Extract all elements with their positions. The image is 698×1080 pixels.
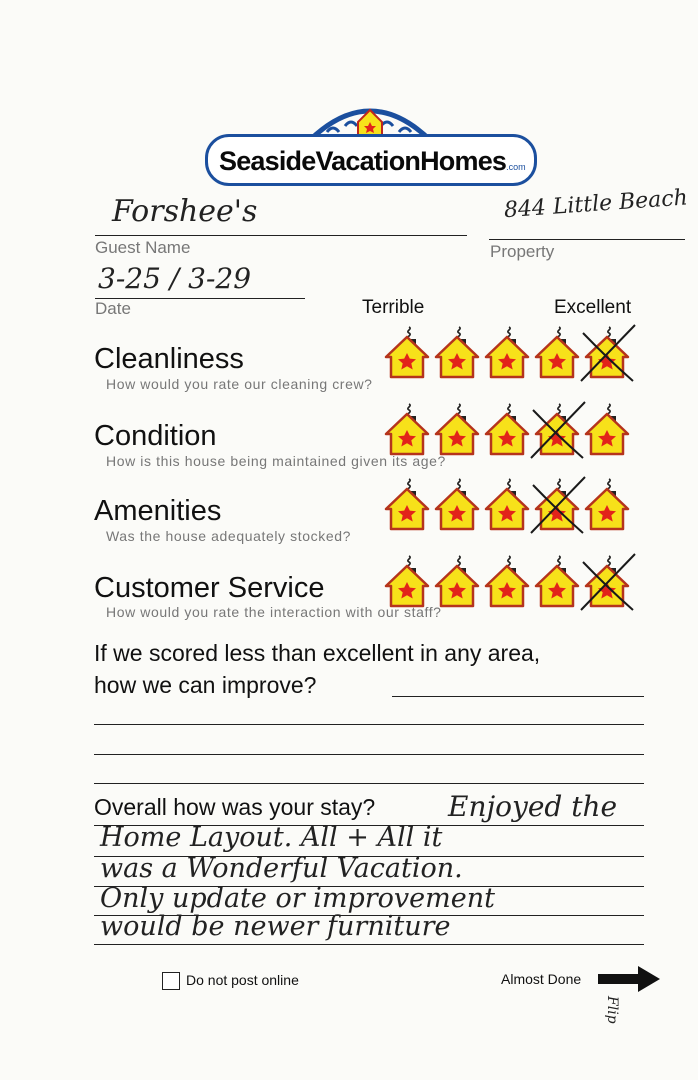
rating-house-icon[interactable] xyxy=(383,477,431,531)
guest-name-value: Forshee's xyxy=(112,194,258,229)
brand-logo: SeasideVacationHomes.com xyxy=(205,96,537,192)
customer-service-question: How would you rate the interaction with … xyxy=(106,604,442,620)
amenities-title: Amenities xyxy=(94,495,222,527)
rating-house-icon[interactable] xyxy=(530,401,586,459)
condition-question: How is this house being maintained given… xyxy=(106,453,446,469)
condition-title: Condition xyxy=(94,420,217,452)
do-not-post-checkbox[interactable] xyxy=(162,972,180,990)
cleanliness-title: Cleanliness xyxy=(94,343,244,375)
cleanliness-question: How would you rate our cleaning crew? xyxy=(106,376,373,392)
date-label: Date xyxy=(95,299,131,318)
improve-answer-line[interactable] xyxy=(392,696,644,697)
rating-house-icon[interactable] xyxy=(530,476,586,534)
rating-house-icon[interactable] xyxy=(383,402,431,456)
logo-suffix-text: .com xyxy=(506,162,526,172)
rating-house-icon[interactable] xyxy=(433,325,481,379)
amenities-rating[interactable] xyxy=(383,476,631,534)
rating-house-icon[interactable] xyxy=(583,477,631,531)
rating-house-icon[interactable] xyxy=(483,477,531,531)
rating-house-icon[interactable] xyxy=(533,554,581,608)
improve-answer-line[interactable] xyxy=(94,724,644,725)
improve-answer-line[interactable] xyxy=(94,783,644,784)
cleanliness-rating[interactable] xyxy=(383,324,636,382)
logo-house-icon xyxy=(308,108,432,142)
date-value: 3-25 / 3-29 xyxy=(98,262,252,295)
improve-answer-line[interactable] xyxy=(94,754,644,755)
do-not-post-label: Do not post online xyxy=(186,972,299,988)
rating-house-icon[interactable] xyxy=(483,325,531,379)
improve-question-line1: If we scored less than excellent in any … xyxy=(94,640,541,666)
overall-answer-line1: Enjoyed the xyxy=(448,790,618,823)
rating-house-icon[interactable] xyxy=(383,554,431,608)
almost-done-label: Almost Done xyxy=(501,971,582,987)
rating-house-icon[interactable] xyxy=(383,325,431,379)
improve-question-line2: how we can improve? xyxy=(94,672,317,698)
guest-name-label: Guest Name xyxy=(95,238,191,257)
rating-house-icon[interactable] xyxy=(433,554,481,608)
rating-house-icon[interactable] xyxy=(483,402,531,456)
property-label: Property xyxy=(490,242,555,261)
rating-house-icon[interactable] xyxy=(483,554,531,608)
customer-service-rating[interactable] xyxy=(383,553,636,611)
logo-brand-text: SeasideVacationHomes xyxy=(219,146,507,176)
overall-answer-line2: Home Layout. All + All it xyxy=(100,822,443,853)
flip-label: Flip xyxy=(604,996,620,1024)
customer-service-title: Customer Service xyxy=(94,572,325,604)
rating-house-icon[interactable] xyxy=(580,324,636,382)
scale-low-label: Terrible xyxy=(362,297,425,318)
amenities-question: Was the house adequately stocked? xyxy=(106,528,351,544)
overall-answer-line5: would be newer furniture xyxy=(100,911,451,942)
overall-question: Overall how was your stay? xyxy=(94,794,376,820)
scale-high-label: Excellent xyxy=(554,297,632,318)
arrow-right-icon xyxy=(598,966,660,992)
overall-answer-line3: was a Wonderful Vacation. xyxy=(100,853,463,884)
property-value: 844 Little Beach xyxy=(503,185,689,224)
condition-rating[interactable] xyxy=(383,401,631,459)
overall-answer-line4: Only update or improvement xyxy=(100,883,495,914)
rating-house-icon[interactable] xyxy=(580,553,636,611)
rating-house-icon[interactable] xyxy=(433,477,481,531)
rating-house-icon[interactable] xyxy=(433,402,481,456)
rating-house-icon[interactable] xyxy=(533,325,581,379)
rating-house-icon[interactable] xyxy=(583,402,631,456)
